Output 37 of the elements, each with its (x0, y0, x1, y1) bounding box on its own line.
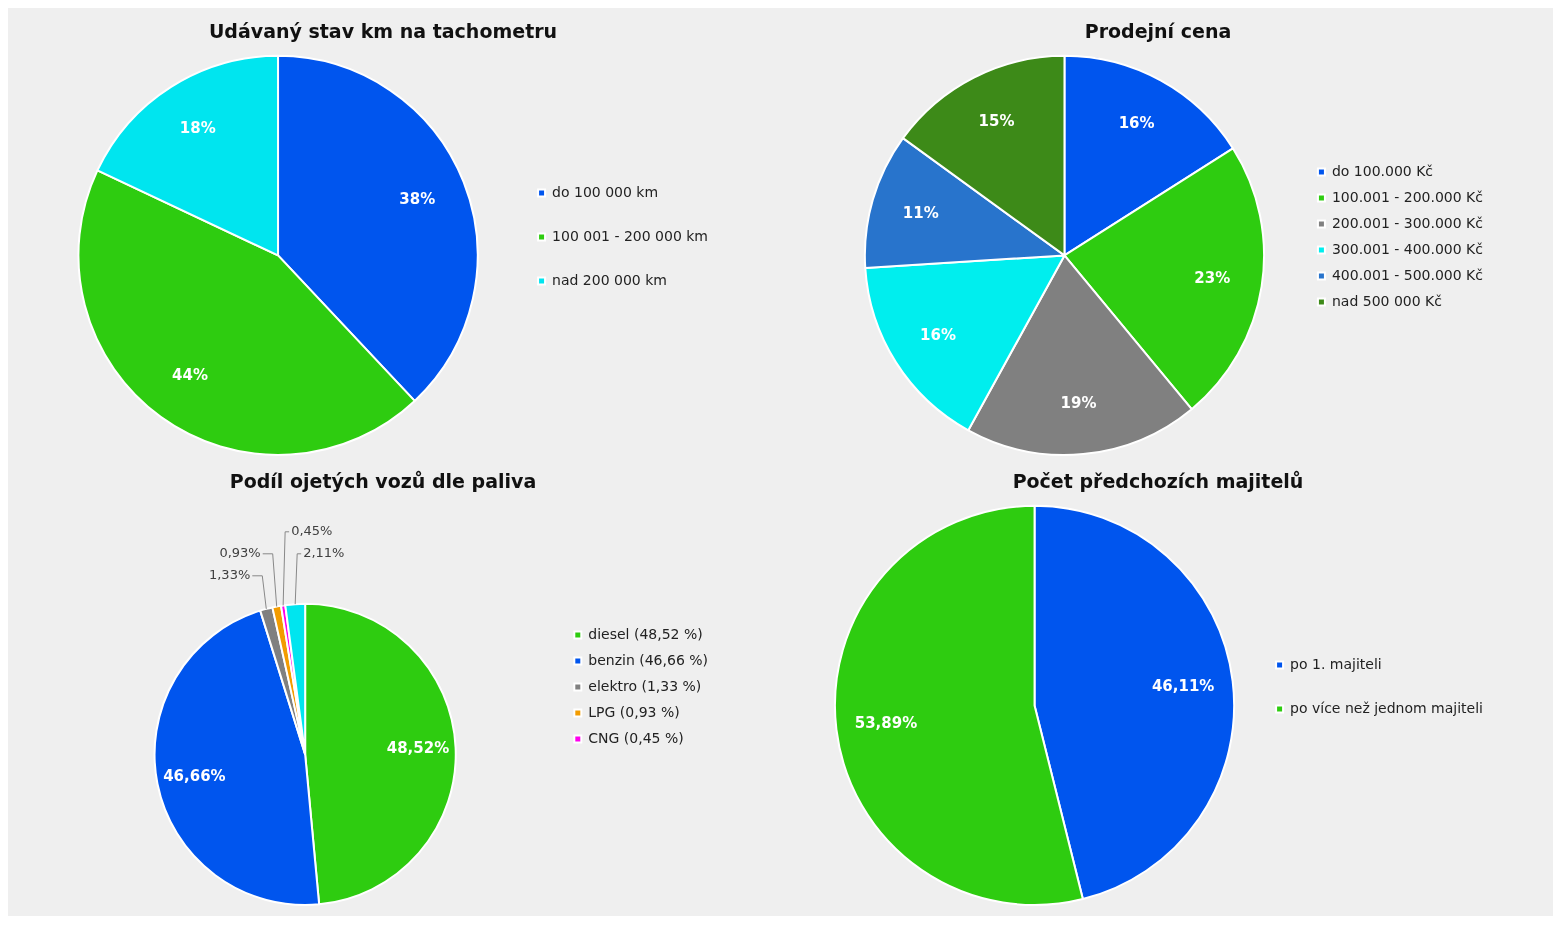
legend-label: nad 500 000 Kč (1331, 292, 1442, 309)
data-label: 46,11% (1151, 677, 1215, 696)
data-label: 16% (1118, 114, 1155, 133)
data-label: 23% (1194, 268, 1231, 287)
legend-label: 200.001 - 300.000 Kč (1331, 214, 1484, 231)
legend-label: nad 200 000 km (552, 271, 667, 288)
data-label: 44% (172, 366, 208, 385)
legend-label: elektro (1,33 %) (588, 677, 702, 694)
data-label: 46,66% (163, 766, 226, 785)
legend-label: CNG (0,45 %) (588, 729, 684, 746)
legend-label: do 100 000 km (552, 183, 659, 200)
data-label: 53,89% (854, 713, 918, 732)
data-label: 18% (179, 118, 216, 137)
legend-label: 300.001 - 400.000 Kč (1331, 240, 1484, 257)
legend-label: po více než jednom majiteli (1290, 699, 1483, 716)
data-label: 0,45% (291, 523, 333, 539)
data-label: 11% (902, 203, 939, 222)
chart-title: Prodejní cena (1084, 20, 1232, 43)
legend-label: benzin (46,66 %) (588, 651, 709, 668)
legend-label: LPG (0,93 %) (588, 703, 680, 720)
data-label: 19% (1060, 394, 1097, 413)
chart-title: Počet předchozích majitelů (1012, 470, 1304, 493)
chart-title: Podíl ojetých vozů dle paliva (229, 470, 537, 493)
legend-label: do 100.000 Kč (1331, 162, 1434, 179)
data-label: 38% (399, 190, 436, 209)
legend-label: 100 001 - 200 000 km (552, 227, 708, 244)
legend-label: po 1. majiteli (1290, 655, 1382, 672)
data-label: 1,33% (208, 567, 251, 583)
legend-label: 100.001 - 200.000 Kč (1331, 188, 1484, 205)
data-label: 2,11% (303, 545, 345, 561)
data-label: 48,52% (386, 739, 450, 758)
legend-label: diesel (48,52 %) (588, 625, 703, 642)
data-label: 0,93% (219, 545, 261, 561)
legend-label: 400.001 - 500.000 Kč (1331, 266, 1484, 283)
data-label: 16% (920, 325, 957, 344)
data-label: 15% (978, 111, 1015, 130)
chart-title: Udávaný stav km na tachometru (208, 20, 558, 43)
